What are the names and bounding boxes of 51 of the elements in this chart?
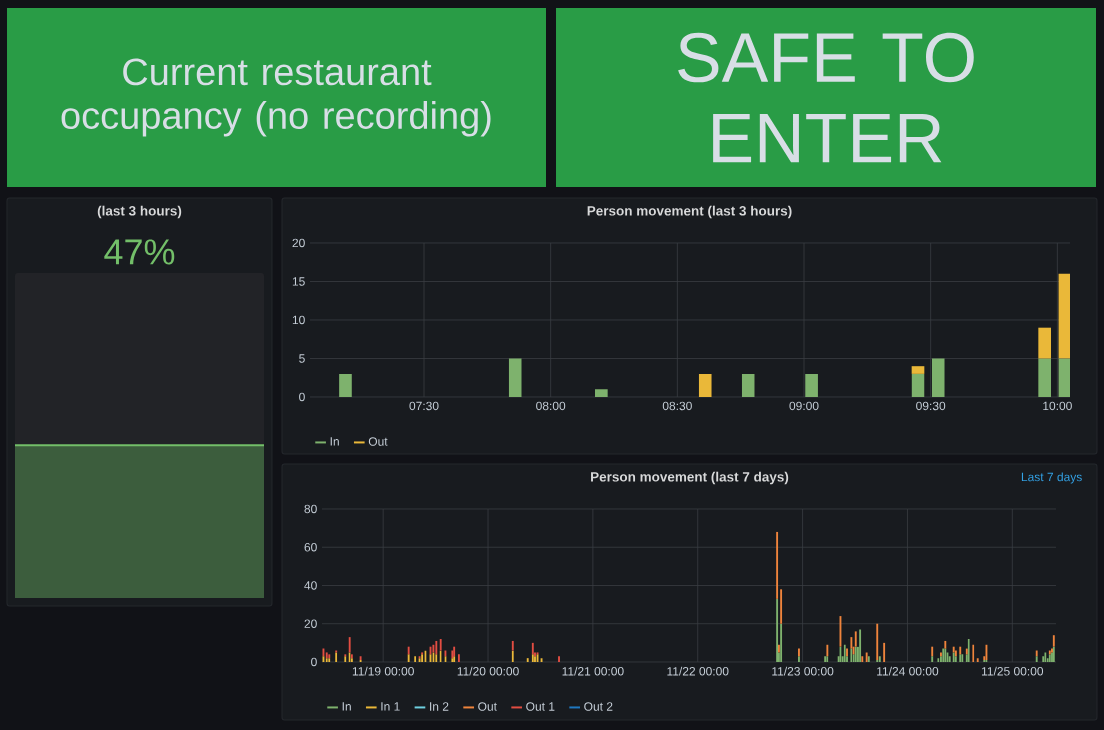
bar — [1038, 358, 1051, 397]
chart-title: Person movement (last 3 hours) — [587, 205, 792, 219]
x-tick-label: 11/24 00:00 — [877, 666, 939, 676]
legend-label: In — [330, 437, 339, 446]
x-tick-label: 08:30 — [662, 401, 692, 411]
bar — [508, 358, 522, 397]
x-tick-label: 11/25 00:00 — [981, 666, 1044, 676]
legend-label: In 2 — [430, 702, 449, 711]
y-tick-label: 80 — [304, 504, 317, 514]
x-tick-label: 11/23 00:00 — [772, 666, 834, 676]
legend-label: Out — [478, 702, 497, 711]
legend-label: Out — [368, 437, 388, 446]
x-tick-label: 08:00 — [536, 401, 566, 411]
legend-label: Out 1 — [526, 702, 555, 711]
x-tick-label: 11/21 00:00 — [562, 666, 624, 676]
text: Current restaurant occupancy (no recording) — [61, 58, 491, 137]
legend-label: In — [342, 702, 351, 711]
bar — [911, 366, 925, 374]
y-tick-label: 10 — [292, 315, 305, 325]
y-tick-label: 20 — [292, 238, 305, 248]
data-label: 47% — [104, 239, 175, 265]
y-tick-label: 0 — [299, 392, 305, 402]
y-tick-label: 5 — [299, 354, 305, 363]
y-tick-label: 60 — [304, 542, 317, 552]
bar — [931, 358, 945, 397]
bar — [805, 373, 818, 397]
text: SAFE TO ENTER — [678, 32, 974, 163]
chart-title: Person movement (last 7 days) — [591, 471, 789, 485]
bar — [339, 373, 352, 397]
x-tick-label: 07:30 — [409, 401, 439, 411]
x-tick-label: 09:00 — [789, 401, 819, 411]
text: (last 3 hours) — [97, 205, 182, 219]
y-tick-label: 20 — [304, 619, 317, 628]
x-tick-label: 11/20 00:00 — [457, 666, 519, 676]
bar — [741, 373, 755, 397]
bar — [698, 373, 712, 397]
y-tick-label: 15 — [292, 277, 305, 286]
text: Last 7 days — [1021, 472, 1082, 484]
bar — [1058, 273, 1070, 359]
x-tick-label: 10:00 — [1043, 401, 1072, 411]
y-tick-label: 0 — [311, 657, 317, 667]
bar — [911, 373, 925, 397]
x-tick-label: 09:30 — [916, 401, 946, 411]
x-tick-label: 11/19 00:00 — [352, 666, 414, 676]
y-tick-label: 40 — [304, 581, 317, 590]
bar — [1038, 327, 1051, 359]
legend-label: Out 2 — [584, 702, 613, 711]
x-tick-label: 11/22 00:00 — [667, 666, 729, 676]
bar — [1058, 358, 1070, 397]
bar — [595, 389, 608, 397]
legend-label: In 1 — [381, 702, 400, 711]
